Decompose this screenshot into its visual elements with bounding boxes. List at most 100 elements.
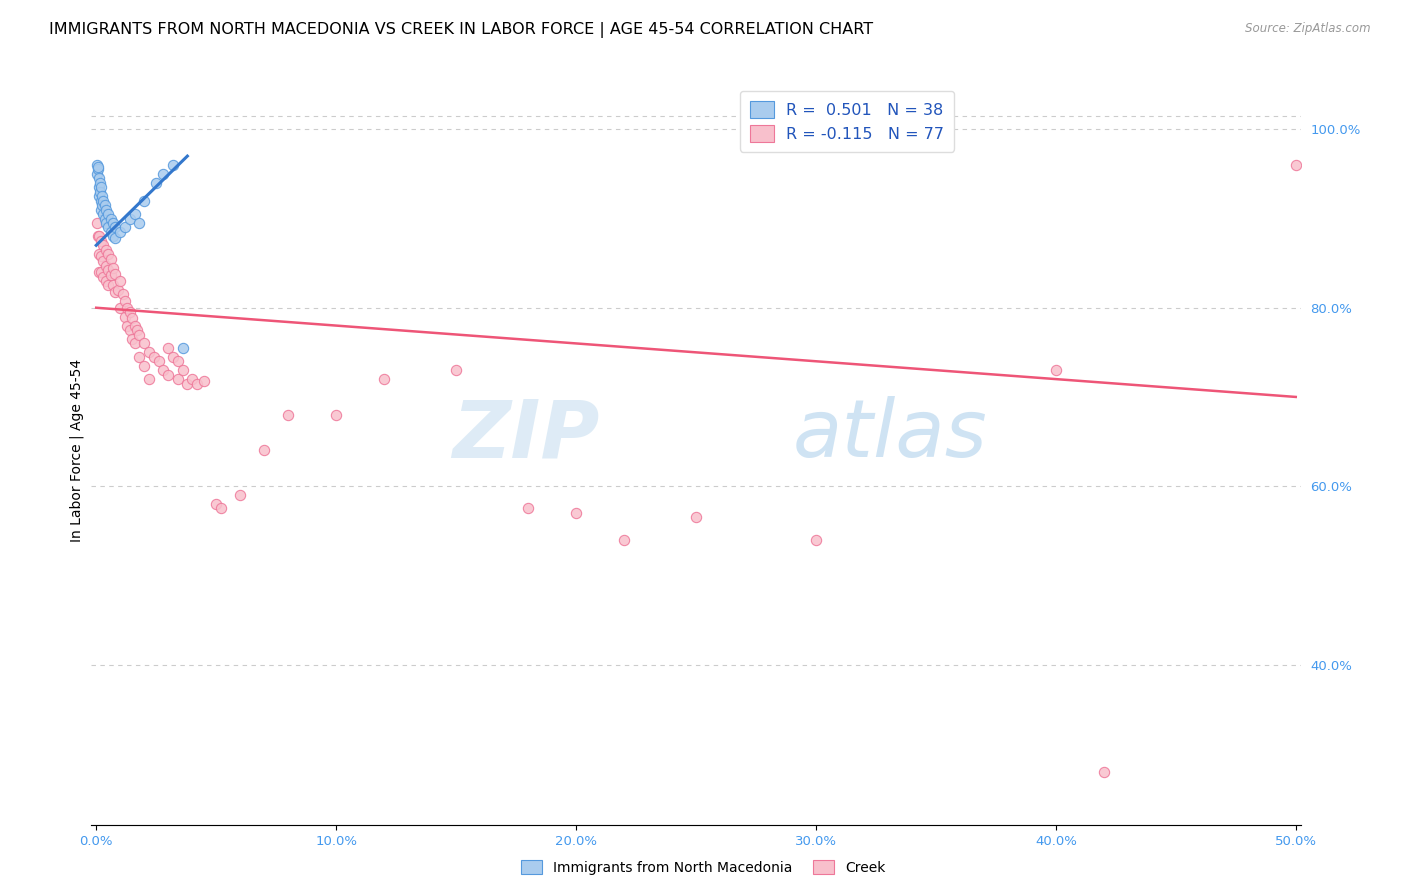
Point [444, 363, 467, 377]
Point [118, 323, 141, 337]
Point [852, 113, 875, 128]
Point [86, 216, 108, 230]
Point [101, 216, 124, 230]
Point [89, 176, 111, 190]
Point [162, 350, 184, 364]
Point [114, 220, 136, 235]
Point [128, 327, 150, 342]
Point [117, 301, 139, 315]
Point [104, 220, 127, 235]
Point [93, 269, 115, 284]
Point [97, 207, 120, 221]
Point [89, 185, 111, 199]
Point [209, 501, 232, 516]
Point [108, 225, 131, 239]
Point [134, 336, 156, 351]
Legend: Immigrants from North Macedonia, Creek: Immigrants from North Macedonia, Creek [515, 855, 891, 880]
Point [117, 318, 139, 333]
Point [93, 194, 115, 208]
Point [1285, 158, 1308, 172]
Point [100, 225, 122, 239]
Point [229, 488, 252, 502]
Point [517, 501, 540, 516]
Point [157, 368, 180, 382]
Point [613, 533, 636, 547]
Point [114, 310, 136, 324]
Point [1045, 363, 1067, 377]
Point [90, 249, 112, 263]
Point [253, 443, 276, 458]
Point [134, 194, 156, 208]
Point [94, 243, 117, 257]
Point [87, 229, 110, 244]
Point [87, 180, 110, 194]
Point [91, 198, 114, 212]
Point [108, 301, 131, 315]
Point [90, 202, 112, 217]
Y-axis label: In Labor Force | Age 45-54: In Labor Force | Age 45-54 [70, 359, 84, 542]
Point [111, 287, 134, 301]
Point [94, 274, 117, 288]
Point [101, 260, 124, 275]
Point [86, 158, 108, 172]
Point [97, 247, 120, 261]
Point [100, 268, 122, 282]
Point [152, 167, 174, 181]
Point [86, 167, 108, 181]
Point [114, 293, 136, 308]
Point [277, 408, 299, 422]
Point [104, 285, 127, 299]
Point [134, 359, 156, 373]
Point [166, 354, 188, 368]
Point [91, 189, 114, 203]
Point [90, 194, 112, 208]
Point [181, 372, 204, 386]
Point [685, 510, 707, 524]
Point [87, 160, 110, 174]
Point [90, 265, 112, 279]
Point [162, 158, 184, 172]
Point [93, 254, 115, 268]
Point [90, 234, 112, 248]
Point [124, 207, 146, 221]
Point [118, 305, 141, 319]
Point [107, 283, 129, 297]
Point [128, 350, 150, 364]
Point [104, 231, 127, 245]
Point [205, 497, 228, 511]
Point [138, 372, 160, 386]
Point [93, 238, 115, 252]
Point [104, 267, 127, 281]
Point [121, 332, 143, 346]
Point [87, 171, 110, 186]
Point [121, 311, 143, 326]
Point [101, 229, 124, 244]
Text: IMMIGRANTS FROM NORTH MACEDONIA VS CREEK IN LABOR FORCE | AGE 45-54 CORRELATION : IMMIGRANTS FROM NORTH MACEDONIA VS CREEK… [49, 22, 873, 38]
Point [87, 229, 110, 244]
Point [87, 265, 110, 279]
Point [172, 341, 194, 355]
Point [125, 323, 148, 337]
Point [804, 533, 827, 547]
Point [97, 278, 120, 293]
Point [145, 176, 167, 190]
Point [93, 198, 115, 212]
Point [124, 336, 146, 351]
Point [325, 408, 347, 422]
Point [124, 318, 146, 333]
Point [1092, 764, 1115, 779]
Point [108, 274, 131, 288]
Point [186, 376, 208, 391]
Point [94, 216, 117, 230]
Point [94, 259, 117, 273]
Text: atlas: atlas [793, 396, 987, 475]
Point [97, 220, 120, 235]
Point [93, 211, 115, 226]
Point [565, 506, 588, 520]
Point [100, 252, 122, 266]
Legend: R =  0.501   N = 38, R = -0.115   N = 77: R = 0.501 N = 38, R = -0.115 N = 77 [740, 91, 955, 152]
Point [90, 180, 112, 194]
Point [148, 354, 170, 368]
Point [87, 247, 110, 261]
Point [128, 216, 150, 230]
